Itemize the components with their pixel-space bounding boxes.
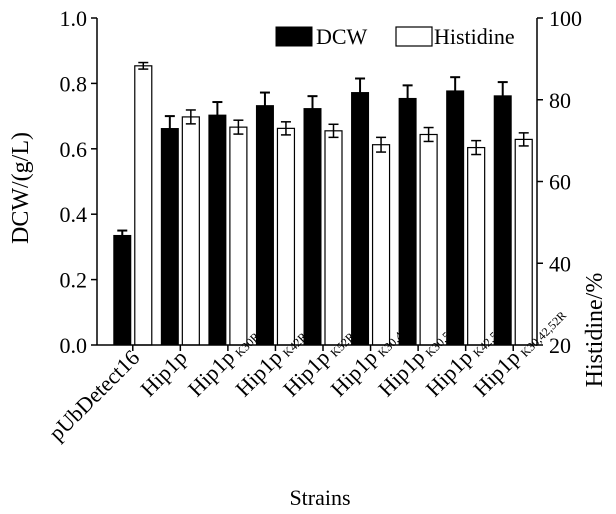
- dcw-bar: [113, 234, 132, 346]
- dcw-bar: [446, 90, 465, 346]
- left-axis: 0.0 0.2 0.4 0.6 0.8 1.0: [60, 6, 98, 358]
- x-tick-label-name: pUbDetect16: [44, 345, 145, 446]
- left-tick-label: 0.8: [60, 71, 88, 96]
- right-tick-label: 80: [549, 88, 571, 113]
- histidine-bar: [467, 146, 486, 346]
- legend-label-histidine: Histidine: [434, 24, 515, 49]
- legend-swatch-histidine: [395, 26, 433, 47]
- right-tick-label: 40: [549, 251, 571, 276]
- right-axis: 20 40 60 80 100: [536, 6, 582, 358]
- histidine-bar: [134, 65, 153, 346]
- histidine-bar: [371, 144, 391, 346]
- histidine-bar: [514, 138, 533, 346]
- left-tick-label: 0.0: [60, 333, 88, 358]
- dcw-bar: [255, 105, 274, 346]
- left-tick-label: 0.6: [60, 137, 88, 162]
- x-tick-label: pUbDetect16: [44, 345, 145, 446]
- dcw-bar: [303, 108, 322, 346]
- histidine-bar: [419, 133, 438, 346]
- x-tick-label-name: Hip1p: [135, 345, 192, 402]
- histidine-bar: [229, 126, 248, 346]
- y-axis-label-left: DCW/(g/L): [8, 132, 34, 244]
- histidine-bar: [324, 130, 343, 346]
- plot-area: [113, 61, 533, 346]
- dcw-bar: [208, 114, 227, 346]
- x-tick-label: Hip1p: [135, 345, 192, 402]
- dcw-bar: [351, 92, 370, 346]
- histidine-bar: [276, 127, 296, 346]
- histidine-bar: [181, 116, 200, 346]
- x-axis-label: Strains: [289, 485, 350, 510]
- legend-swatch-dcw: [275, 26, 313, 47]
- dcw-bar: [160, 128, 179, 346]
- right-tick-label: 100: [549, 6, 582, 31]
- left-tick-label: 0.4: [60, 202, 88, 227]
- legend: DCW Histidine: [275, 24, 515, 49]
- right-tick-label: 20: [549, 333, 571, 358]
- x-tick-label-name: Hip1p: [183, 345, 240, 402]
- dcw-bar: [398, 97, 417, 346]
- left-tick-label: 0.2: [60, 268, 88, 293]
- dcw-bar: [493, 95, 512, 346]
- legend-label-dcw: DCW: [316, 24, 368, 49]
- right-tick-label: 60: [549, 170, 571, 195]
- left-tick-label: 1.0: [60, 6, 88, 31]
- y-axis-label-right: Histidine/%: [582, 273, 608, 388]
